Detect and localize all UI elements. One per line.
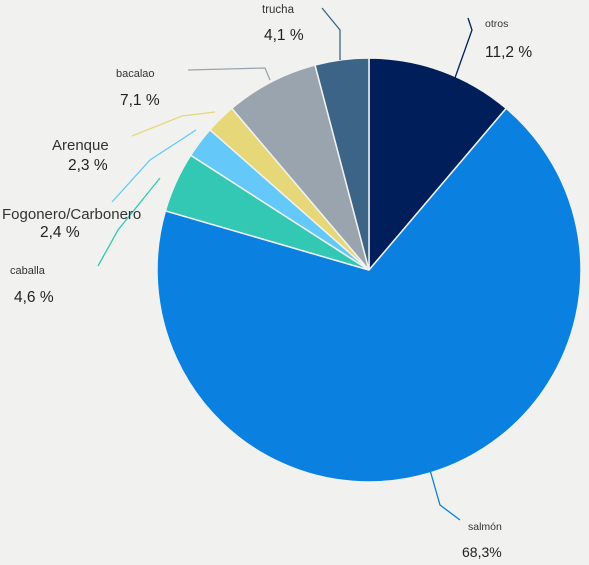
leader-line-arenque [131, 111, 216, 137]
leader-line-salmon [429, 469, 461, 521]
slice-value-trucha: 4,1 % [264, 27, 304, 44]
slice-otros [368, 57, 508, 273]
leader-line-fogonero-carbonero [111, 129, 197, 203]
leader-line-bacalao [187, 67, 271, 81]
slice-value-arenque: 2,3 % [68, 157, 108, 174]
slice-value-bacalao: 7,1 % [120, 92, 160, 109]
leader-line-otros [439, 17, 473, 121]
slice-value-otros: 11,2 % [485, 44, 532, 61]
slice-label-otros: otros [485, 18, 508, 30]
slice-label-trucha: trucha [262, 4, 295, 16]
slice-label-arenque: Arenque [52, 137, 109, 154]
slice-value-caballa: 4,6 % [14, 289, 54, 306]
slice-value-salmon: 68,3% [462, 544, 502, 560]
slice-trucha [314, 57, 370, 271]
slice-label-bacalao: bacalao [116, 68, 155, 80]
slice-label-fogonero-carbonero: Fogonero/Carbonero [2, 206, 141, 223]
leader-line-caballa [97, 177, 161, 267]
slice-label-caballa: caballa [10, 265, 46, 277]
slice-value-fogonero-carbonero: 2,4 % [40, 224, 80, 241]
slice-salmon [156, 107, 582, 483]
leader-line-trucha [321, 7, 341, 60]
slice-label-salmon: salmón [468, 521, 502, 533]
